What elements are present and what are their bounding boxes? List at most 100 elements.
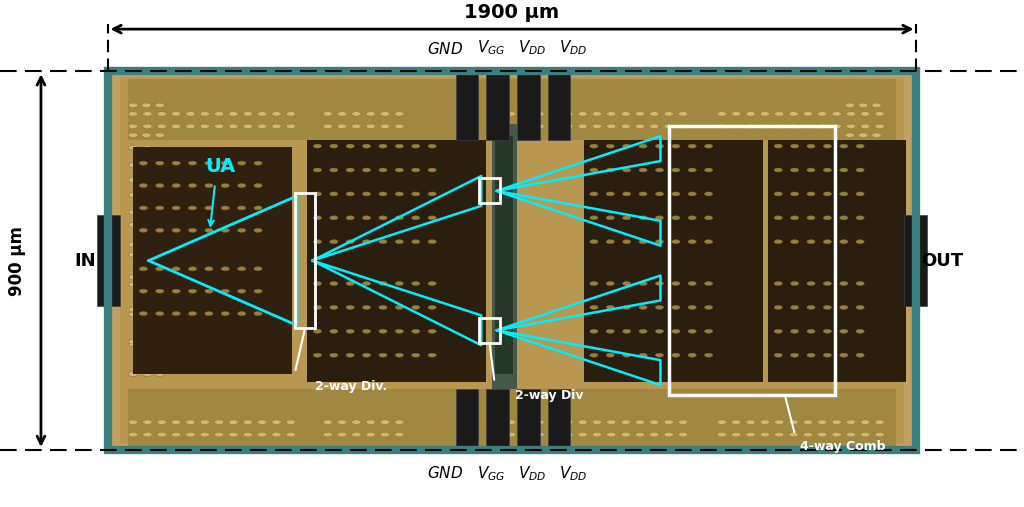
Bar (495, 136, 513, 374)
Circle shape (590, 216, 598, 220)
Circle shape (872, 372, 881, 376)
Circle shape (330, 144, 338, 148)
Circle shape (774, 420, 784, 424)
Circle shape (254, 289, 262, 293)
Circle shape (860, 275, 869, 279)
Circle shape (143, 112, 153, 116)
Bar (128, 79, 896, 139)
Bar (768, 139, 906, 382)
Circle shape (623, 240, 631, 244)
Circle shape (352, 124, 361, 129)
Circle shape (650, 112, 659, 116)
Circle shape (205, 206, 213, 210)
Circle shape (788, 112, 798, 116)
Circle shape (492, 432, 502, 437)
Circle shape (639, 353, 647, 357)
Circle shape (846, 112, 855, 116)
Circle shape (129, 103, 137, 107)
Circle shape (428, 281, 436, 285)
Bar (456, 389, 478, 450)
Circle shape (412, 216, 420, 220)
Circle shape (672, 240, 680, 244)
Circle shape (590, 144, 598, 148)
Circle shape (395, 240, 403, 244)
Circle shape (244, 112, 252, 116)
Circle shape (606, 432, 615, 437)
Circle shape (731, 432, 740, 437)
Circle shape (623, 281, 631, 285)
Circle shape (287, 420, 296, 424)
Circle shape (156, 342, 164, 346)
Circle shape (535, 112, 545, 116)
Bar (669, 126, 835, 395)
Circle shape (362, 144, 371, 148)
Circle shape (143, 432, 153, 437)
Circle shape (129, 163, 137, 167)
Circle shape (639, 240, 647, 244)
Circle shape (506, 432, 515, 437)
Circle shape (774, 124, 784, 129)
Circle shape (188, 184, 197, 188)
Circle shape (872, 252, 881, 257)
Circle shape (129, 252, 137, 257)
Circle shape (379, 144, 387, 148)
Circle shape (215, 112, 224, 116)
Circle shape (563, 420, 572, 424)
Circle shape (221, 267, 229, 271)
Circle shape (872, 312, 881, 316)
Circle shape (859, 282, 868, 287)
Circle shape (172, 289, 180, 293)
Circle shape (395, 112, 403, 116)
Circle shape (745, 112, 755, 116)
Circle shape (330, 168, 338, 172)
Circle shape (141, 252, 152, 257)
Circle shape (788, 432, 798, 437)
Circle shape (141, 312, 152, 316)
Circle shape (395, 124, 403, 129)
Circle shape (665, 432, 674, 437)
Circle shape (506, 112, 515, 116)
Circle shape (272, 124, 281, 129)
Circle shape (650, 420, 659, 424)
Circle shape (788, 124, 798, 129)
Circle shape (760, 432, 770, 437)
Circle shape (156, 252, 164, 257)
Circle shape (428, 330, 436, 333)
Circle shape (803, 112, 812, 116)
Circle shape (590, 281, 598, 285)
Circle shape (688, 144, 696, 148)
Circle shape (172, 184, 180, 188)
Circle shape (229, 124, 238, 129)
Circle shape (859, 133, 868, 137)
Circle shape (158, 432, 166, 437)
Text: $\mathit{V_{DD}}$: $\mathit{V_{DD}}$ (518, 465, 547, 483)
Circle shape (650, 432, 659, 437)
Circle shape (860, 178, 869, 182)
Circle shape (139, 184, 147, 188)
Circle shape (254, 312, 262, 315)
Circle shape (143, 146, 153, 150)
Circle shape (823, 216, 831, 220)
Circle shape (521, 112, 530, 116)
Circle shape (807, 281, 815, 285)
Circle shape (158, 112, 166, 116)
Circle shape (346, 168, 354, 172)
Circle shape (831, 112, 841, 116)
Circle shape (705, 281, 713, 285)
Circle shape (381, 420, 389, 424)
Circle shape (412, 144, 420, 148)
Circle shape (143, 210, 153, 214)
Circle shape (272, 420, 281, 424)
Circle shape (860, 307, 869, 312)
Circle shape (379, 240, 387, 244)
Circle shape (550, 112, 559, 116)
Circle shape (774, 305, 782, 309)
Circle shape (563, 112, 572, 116)
Circle shape (139, 206, 147, 210)
Bar (548, 71, 570, 139)
Circle shape (846, 163, 854, 167)
Circle shape (172, 267, 180, 271)
Circle shape (156, 103, 164, 107)
Circle shape (221, 289, 229, 293)
Circle shape (143, 275, 153, 279)
